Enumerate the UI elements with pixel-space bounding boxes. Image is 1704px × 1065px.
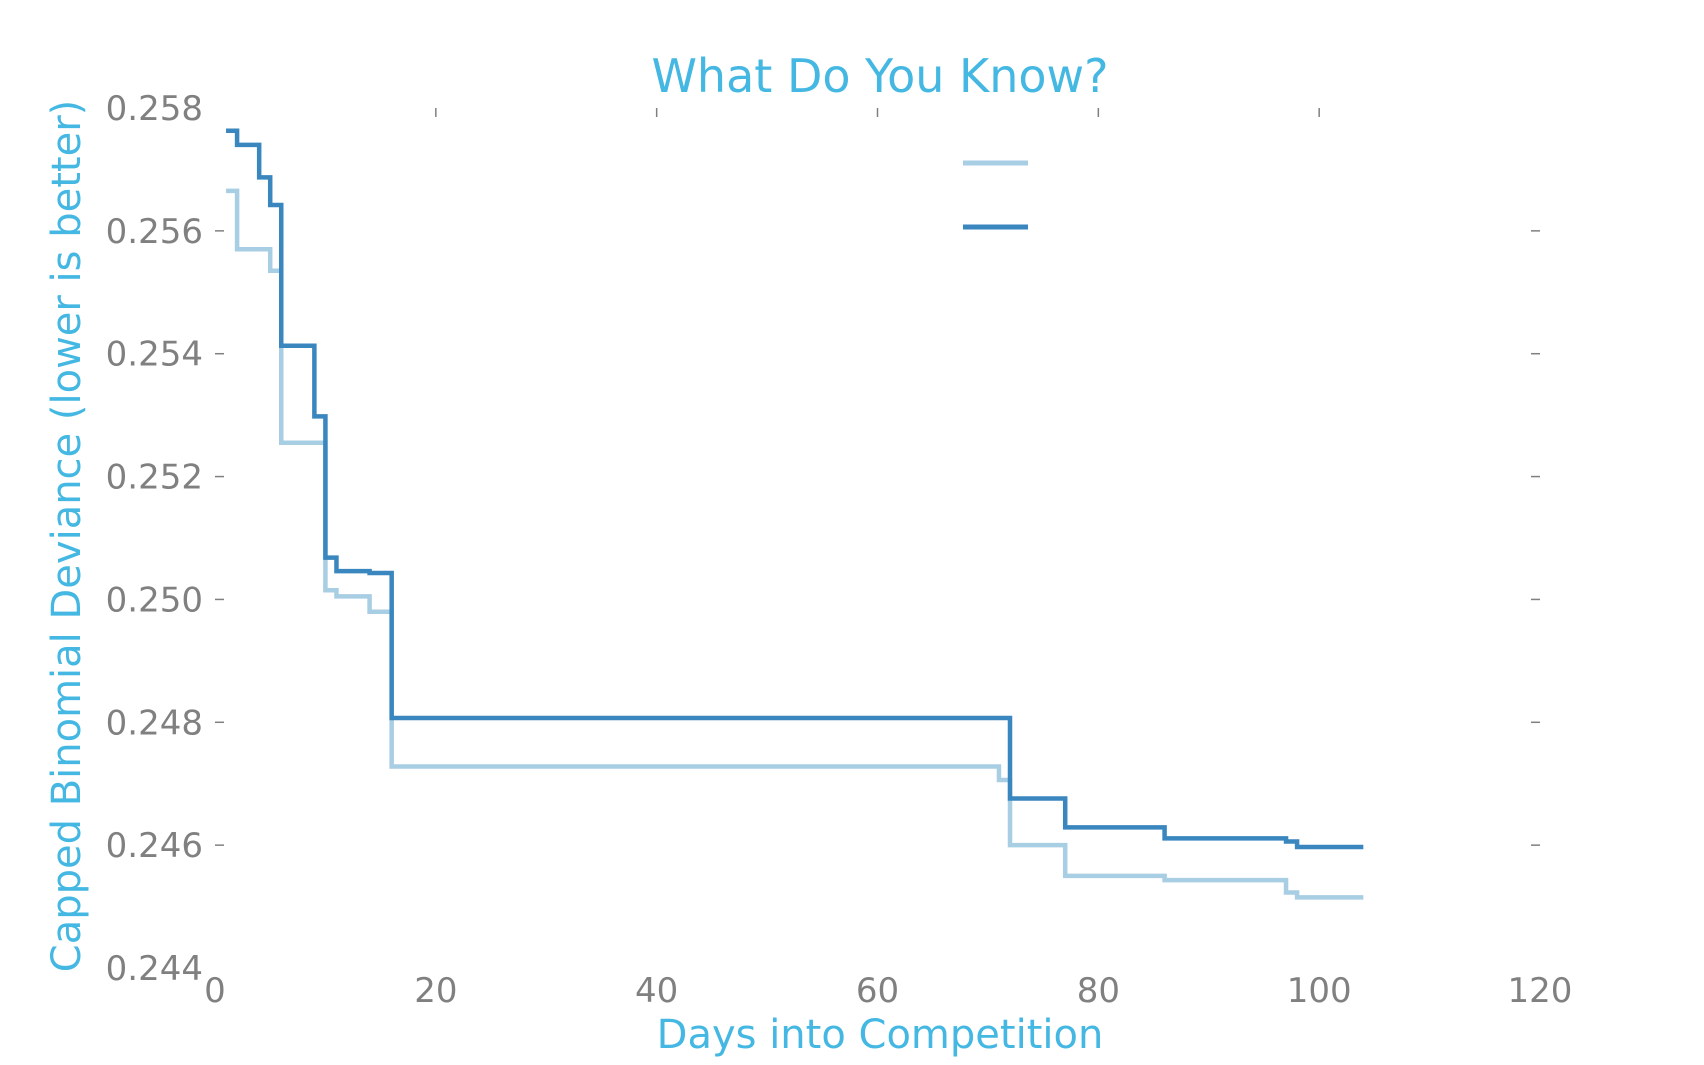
x-tick-label: 0 — [204, 971, 226, 1011]
y-tick-label: 0.258 — [106, 89, 203, 129]
y-tick-label: 0.248 — [106, 703, 203, 743]
series-line-2 — [226, 128, 1364, 850]
x-tick-label: 60 — [856, 971, 899, 1011]
x-axis-label: Days into Competition — [657, 1012, 1104, 1058]
y-tick-label: 0.250 — [106, 580, 203, 620]
x-tick-label: 120 — [1508, 971, 1573, 1011]
x-tick-label: 100 — [1287, 971, 1352, 1011]
y-tick-label: 0.246 — [106, 826, 203, 866]
x-tick-label: 20 — [414, 971, 457, 1011]
series-lines — [226, 128, 1364, 900]
axis-ticks: 0 20 40 60 80 100 120 0.244 0.246 0.248 0.250 0.252… — [106, 89, 1573, 1011]
x-tick-label: 40 — [635, 971, 678, 1011]
chart-title: What Do You Know? — [651, 49, 1108, 103]
legend — [963, 160, 1028, 230]
series-line-1 — [226, 188, 1364, 900]
y-axis-label: Capped Binomial Deviance (lower is bette… — [44, 100, 90, 972]
y-tick-label: 0.256 — [106, 212, 203, 252]
y-tick-label: 0.254 — [106, 335, 203, 375]
x-tick-label: 80 — [1077, 971, 1120, 1011]
y-tick-label: 0.244 — [106, 949, 203, 989]
y-tick-label: 0.252 — [106, 458, 203, 498]
